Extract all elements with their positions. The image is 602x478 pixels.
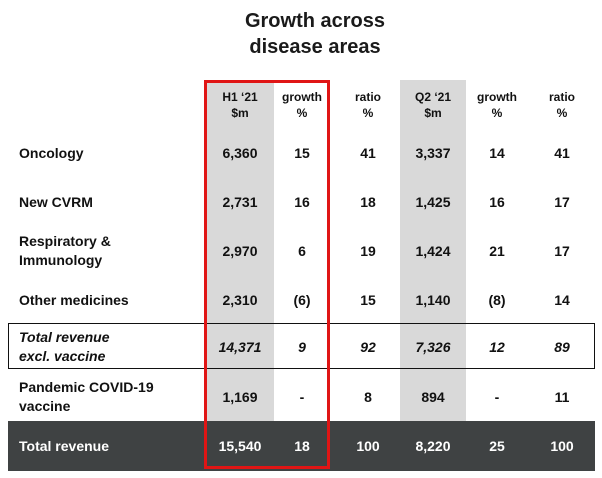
- row-label: Other medicines: [19, 291, 129, 310]
- table-cell: 1,425: [415, 194, 451, 210]
- row-label-line2: vaccine: [19, 398, 71, 414]
- table-cell: 17: [554, 194, 570, 210]
- row-label: Total revenue excl. vaccine: [19, 328, 110, 366]
- column-header-line2: %: [491, 106, 503, 120]
- table-cell: 12: [489, 339, 505, 355]
- q2-column-shade: [400, 80, 466, 421]
- table-cell: 19: [360, 243, 376, 259]
- table-cell: 41: [554, 145, 570, 161]
- column-header-line1: growth: [477, 90, 517, 104]
- column-header-line1: Q2 ‘21: [414, 90, 452, 104]
- column-header-line1: H1 ‘21: [222, 90, 258, 104]
- column-header-line1: ratio: [354, 90, 381, 104]
- page-title: Growth across disease areas: [200, 8, 430, 60]
- column-header-line2: $m: [424, 106, 442, 120]
- h1-column-shade: [207, 80, 274, 421]
- table-cell: 21: [489, 243, 505, 259]
- total-revenue-row: [8, 421, 595, 471]
- table-cell: -: [494, 389, 500, 405]
- table-cell: 89: [554, 339, 570, 355]
- table-cell: 17: [554, 243, 570, 259]
- row-label-line2: excl. vaccine: [19, 348, 106, 364]
- column-header: ratio%: [336, 89, 400, 121]
- row-label-line2: Immunology: [19, 252, 103, 268]
- table-cell: 6,360: [222, 145, 258, 161]
- column-header-line2: %: [296, 106, 308, 120]
- h1-highlight-box: [204, 80, 330, 469]
- column-header: Q2 ‘21 $m: [401, 89, 465, 121]
- table-cell: 14,371: [218, 339, 262, 355]
- column-header-line2: %: [556, 106, 568, 120]
- table-cell: 100: [550, 438, 574, 454]
- table-cell: 3,337: [415, 145, 451, 161]
- table-cell: 2,731: [222, 194, 258, 210]
- table-cell: (8): [488, 292, 506, 308]
- table-cell: 2,310: [222, 292, 258, 308]
- row-label: Oncology: [19, 144, 84, 163]
- table-cell: 25: [489, 438, 505, 454]
- table-cell: 1,169: [222, 389, 258, 405]
- table-cell: 894: [421, 389, 445, 405]
- table-cell: 1,424: [415, 243, 451, 259]
- table-cell: 16: [489, 194, 505, 210]
- table-cell: 92: [360, 339, 376, 355]
- table-cell: 18: [360, 194, 376, 210]
- title-line-2: disease areas: [249, 36, 381, 58]
- table-cell: 8,220: [415, 438, 451, 454]
- column-header: growth%: [465, 89, 529, 121]
- column-header-line2: $m: [231, 106, 249, 120]
- table-cell: 11: [554, 389, 570, 405]
- column-header: ratio%: [530, 89, 594, 121]
- table-cell: 15: [360, 292, 376, 308]
- row-label: Total revenue: [19, 437, 109, 456]
- table-cell: 8: [364, 389, 372, 405]
- row-label-line1: Total revenue: [19, 437, 109, 454]
- table-cell: 18: [294, 438, 310, 454]
- table-cell: 15,540: [218, 438, 262, 454]
- column-header: growth%: [270, 89, 334, 121]
- column-header: H1 ‘21 $m: [208, 89, 272, 121]
- table-cell: 2,970: [222, 243, 258, 259]
- row-label-line1: Pandemic COVID-19: [19, 379, 154, 395]
- table-cell: 9: [298, 339, 306, 355]
- table-cell: 100: [356, 438, 380, 454]
- total-excl-vaccine-box: [8, 323, 595, 369]
- row-label: New CVRM: [19, 193, 93, 212]
- column-header-line2: %: [362, 106, 374, 120]
- row-label: Respiratory & Immunology: [19, 232, 111, 270]
- table-cell: 14: [554, 292, 570, 308]
- row-label-line1: Respiratory &: [19, 233, 111, 249]
- table-cell: 1,140: [415, 292, 451, 308]
- table-cell: -: [299, 389, 305, 405]
- row-label-line1: New CVRM: [19, 193, 93, 210]
- row-label-line1: Total revenue: [19, 329, 110, 345]
- table-cell: (6): [293, 292, 311, 308]
- column-header-line1: growth: [282, 90, 322, 104]
- column-header-line1: ratio: [548, 90, 575, 104]
- table-cell: 16: [294, 194, 310, 210]
- row-label: Pandemic COVID-19 vaccine: [19, 378, 154, 416]
- title-line-1: Growth across: [244, 10, 386, 32]
- table-cell: 41: [360, 145, 376, 161]
- table-cell: 14: [489, 145, 505, 161]
- row-label-line1: Other medicines: [19, 291, 129, 308]
- table-cell: 7,326: [415, 339, 451, 355]
- table-cell: 15: [294, 145, 310, 161]
- row-label-line1: Oncology: [19, 144, 84, 161]
- table-cell: 6: [298, 243, 306, 259]
